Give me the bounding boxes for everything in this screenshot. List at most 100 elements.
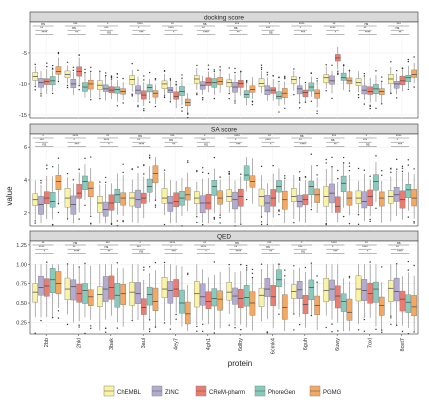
outlier-point: [207, 172, 210, 175]
significance-label: ***: [301, 30, 306, 34]
significance-label: **: [172, 142, 175, 146]
box: [217, 190, 223, 205]
outlier-point: [116, 262, 119, 264]
box: [120, 284, 126, 305]
outlier-point: [342, 162, 345, 164]
legend: ChEMBL ZINC CReM-pharm PhoreGen PGMG: [103, 385, 342, 397]
box: [146, 178, 153, 193]
significance-label: ns: [107, 30, 111, 34]
box-zinc: [199, 75, 206, 101]
plot-area: [29, 240, 419, 335]
outlier-point: [278, 210, 280, 212]
box-chembl: [194, 169, 200, 224]
outlier-point: [99, 70, 101, 73]
outlier-point: [298, 76, 301, 79]
outlier-point: [78, 326, 80, 328]
box-chembl: [323, 158, 330, 226]
box-phoregen: [82, 68, 88, 98]
outlier-point: [110, 222, 113, 225]
outlier-point: [175, 81, 177, 83]
box: [70, 195, 77, 215]
outlier-point: [234, 71, 236, 74]
box: [399, 290, 406, 312]
outlier-point: [163, 223, 166, 226]
outlier-point: [40, 93, 42, 95]
box-crem-pharm: [205, 64, 212, 93]
outlier-point: [298, 178, 301, 180]
box-pgmg: [87, 66, 94, 101]
box: [211, 288, 218, 307]
significance-label: ns: [234, 26, 238, 30]
box-chembl: [161, 261, 168, 324]
box-chembl: [129, 264, 136, 322]
box: [194, 191, 200, 204]
significance-label: **: [202, 26, 205, 30]
box: [411, 69, 417, 78]
significance-label: **: [237, 30, 240, 34]
outlier-point: [163, 322, 166, 324]
y-tick-label: 0.25: [16, 320, 27, 326]
box-chembl: [258, 165, 265, 226]
outlier-point: [122, 163, 124, 165]
significance-label: ****: [365, 30, 371, 34]
box: [82, 175, 88, 190]
legend-label: PhoreGen: [268, 390, 295, 396]
x-tick-label: 6uwy: [335, 338, 341, 351]
outlier-point: [375, 328, 377, 331]
significance-label: **: [299, 138, 302, 142]
outlier-point: [228, 324, 230, 326]
outlier-point: [266, 331, 269, 333]
outlier-point: [260, 216, 263, 218]
significance-label: **: [42, 241, 45, 245]
box: [141, 298, 147, 315]
outlier-point: [260, 223, 263, 226]
outlier-point: [90, 99, 92, 101]
outlier-point: [148, 266, 151, 268]
outlier-point: [284, 107, 286, 110]
outlier-point: [66, 86, 69, 89]
outlier-point: [46, 62, 48, 64]
outlier-point: [316, 112, 318, 115]
outlier-point: [196, 169, 198, 172]
outlier-point: [110, 76, 113, 78]
box-zinc: [361, 264, 368, 332]
box-phoregen: [146, 266, 153, 333]
significance-label: ***: [139, 30, 144, 34]
box: [388, 280, 394, 302]
box-phoregen: [405, 159, 412, 218]
box: [367, 86, 373, 95]
legend-item-zinc: ZINC: [151, 385, 180, 397]
box: [243, 165, 250, 181]
significance-label: ****: [300, 142, 306, 146]
outlier-point: [395, 97, 398, 99]
significance-label: *: [170, 245, 172, 249]
box-crem-pharm: [367, 175, 373, 223]
outlier-point: [143, 108, 145, 110]
significance-label: ns: [301, 249, 305, 253]
x-tick-label: 6dlby: [238, 338, 244, 351]
outlier-point: [40, 182, 42, 184]
outlier-point: [154, 261, 157, 264]
outlier-point: [187, 112, 189, 114]
outlier-point: [342, 215, 345, 218]
outlier-point: [234, 225, 236, 227]
box: [378, 191, 385, 207]
outlier-point: [348, 90, 351, 92]
significance-label: **: [106, 134, 109, 138]
box: [129, 192, 136, 207]
outlier-point: [245, 264, 248, 267]
box: [44, 191, 50, 204]
outlier-point: [381, 331, 383, 333]
outlier-point: [395, 263, 398, 265]
box: [114, 86, 121, 94]
significance-label: ****: [330, 26, 336, 30]
box-zinc: [361, 169, 368, 222]
box-phoregen: [179, 74, 185, 112]
box-crem-pharm: [205, 277, 212, 325]
significance-label: **: [234, 245, 237, 249]
box: [323, 278, 330, 302]
outlier-point: [72, 179, 75, 181]
box-pgmg: [281, 75, 288, 110]
x-tick-label: 4ey7: [174, 338, 180, 350]
box-chembl: [258, 263, 265, 322]
